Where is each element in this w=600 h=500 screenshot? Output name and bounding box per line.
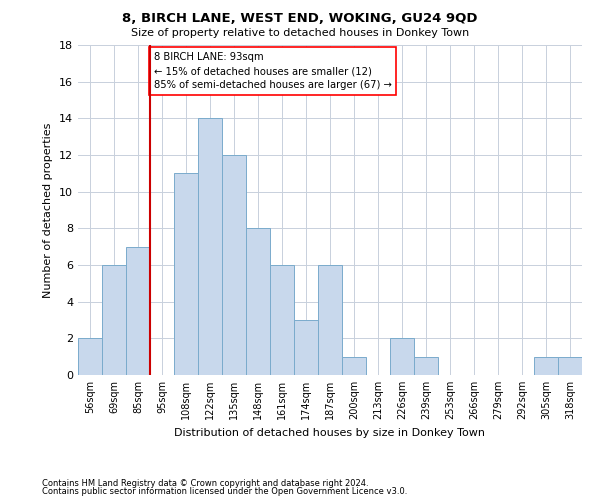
Bar <box>270 265 294 375</box>
Bar <box>294 320 318 375</box>
Text: Contains public sector information licensed under the Open Government Licence v3: Contains public sector information licen… <box>42 487 407 496</box>
Text: 8 BIRCH LANE: 93sqm
← 15% of detached houses are smaller (12)
85% of semi-detach: 8 BIRCH LANE: 93sqm ← 15% of detached ho… <box>154 52 391 90</box>
Bar <box>222 155 246 375</box>
Text: Contains HM Land Registry data © Crown copyright and database right 2024.: Contains HM Land Registry data © Crown c… <box>42 478 368 488</box>
Bar <box>318 265 342 375</box>
Text: 8, BIRCH LANE, WEST END, WOKING, GU24 9QD: 8, BIRCH LANE, WEST END, WOKING, GU24 9Q… <box>122 12 478 26</box>
Bar <box>534 356 558 375</box>
Bar <box>342 356 366 375</box>
X-axis label: Distribution of detached houses by size in Donkey Town: Distribution of detached houses by size … <box>175 428 485 438</box>
Bar <box>246 228 270 375</box>
Bar <box>414 356 438 375</box>
Text: Size of property relative to detached houses in Donkey Town: Size of property relative to detached ho… <box>131 28 469 38</box>
Bar <box>198 118 222 375</box>
Y-axis label: Number of detached properties: Number of detached properties <box>43 122 53 298</box>
Bar <box>390 338 414 375</box>
Bar <box>174 174 198 375</box>
Bar <box>558 356 582 375</box>
Bar <box>78 338 102 375</box>
Bar <box>102 265 126 375</box>
Bar <box>126 246 150 375</box>
